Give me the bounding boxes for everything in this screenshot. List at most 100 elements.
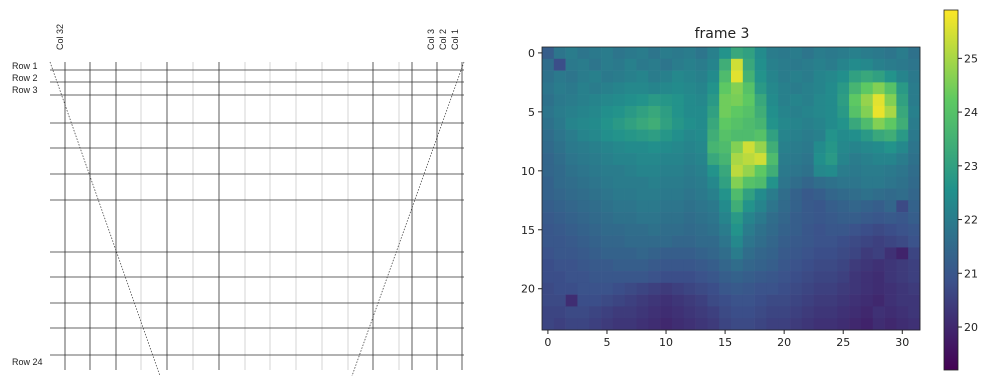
cell: [613, 177, 625, 189]
cell: [542, 200, 554, 212]
cell: [684, 236, 696, 248]
colorbar-tick-label: 24: [964, 106, 978, 119]
cell: [648, 153, 660, 165]
cell: [743, 306, 755, 318]
cell: [826, 189, 838, 201]
cell: [826, 259, 838, 271]
cell: [731, 247, 743, 259]
cell: [589, 71, 601, 83]
cell: [577, 118, 589, 130]
cell: [814, 59, 826, 71]
cell: [837, 141, 849, 153]
cell: [837, 153, 849, 165]
cell: [778, 141, 790, 153]
cell: [637, 106, 649, 118]
cell: [743, 59, 755, 71]
cell: [660, 94, 672, 106]
cell: [577, 271, 589, 283]
cell: [873, 306, 885, 318]
cell: [802, 247, 814, 259]
cell: [861, 259, 873, 271]
cell: [660, 165, 672, 177]
cell: [885, 165, 897, 177]
cell: [601, 130, 613, 142]
cell: [684, 295, 696, 307]
cell: [672, 59, 684, 71]
cell: [554, 200, 566, 212]
cell: [660, 247, 672, 259]
cell: [755, 82, 767, 94]
cell: [814, 271, 826, 283]
y-tick-label: 0: [528, 47, 535, 60]
cell: [542, 318, 554, 330]
cell: [814, 82, 826, 94]
cell: [719, 130, 731, 142]
cell: [589, 224, 601, 236]
cell: [802, 47, 814, 59]
cell: [826, 82, 838, 94]
cell: [802, 295, 814, 307]
cell: [684, 106, 696, 118]
cell: [672, 165, 684, 177]
cell: [696, 247, 708, 259]
cell: [814, 212, 826, 224]
cell: [885, 71, 897, 83]
cell: [684, 318, 696, 330]
cell: [849, 130, 861, 142]
cell: [637, 271, 649, 283]
cell: [731, 306, 743, 318]
cell: [908, 318, 920, 330]
cell: [684, 224, 696, 236]
cell: [672, 141, 684, 153]
cell: [743, 177, 755, 189]
cell: [684, 306, 696, 318]
cell: [885, 295, 897, 307]
cell: [625, 247, 637, 259]
cell: [601, 47, 613, 59]
cell: [731, 82, 743, 94]
cell: [589, 130, 601, 142]
cell: [896, 165, 908, 177]
cell: [849, 118, 861, 130]
cell: [755, 94, 767, 106]
cell: [613, 94, 625, 106]
diagonal: [352, 62, 464, 376]
cell: [814, 71, 826, 83]
cell: [554, 247, 566, 259]
cell: [672, 106, 684, 118]
cell: [613, 106, 625, 118]
cell: [613, 47, 625, 59]
cell: [731, 295, 743, 307]
cell: [719, 59, 731, 71]
cell: [814, 306, 826, 318]
cell: [707, 306, 719, 318]
cell: [554, 306, 566, 318]
cell: [696, 283, 708, 295]
cell: [802, 177, 814, 189]
cell: [873, 71, 885, 83]
cell: [826, 118, 838, 130]
cell: [885, 118, 897, 130]
row-label: Row 24: [12, 357, 43, 367]
cell: [873, 130, 885, 142]
cell: [908, 82, 920, 94]
cell: [861, 71, 873, 83]
cell: [707, 200, 719, 212]
cell: [837, 283, 849, 295]
cell: [542, 212, 554, 224]
cell: [873, 236, 885, 248]
cell: [849, 236, 861, 248]
cell: [648, 118, 660, 130]
cell: [814, 177, 826, 189]
cell: [637, 59, 649, 71]
cell: [861, 224, 873, 236]
cell: [802, 189, 814, 201]
cell: [896, 94, 908, 106]
cell: [589, 212, 601, 224]
cell: [778, 200, 790, 212]
cell: [696, 318, 708, 330]
cell: [672, 118, 684, 130]
cell: [566, 247, 578, 259]
cell: [885, 141, 897, 153]
cell: [613, 283, 625, 295]
